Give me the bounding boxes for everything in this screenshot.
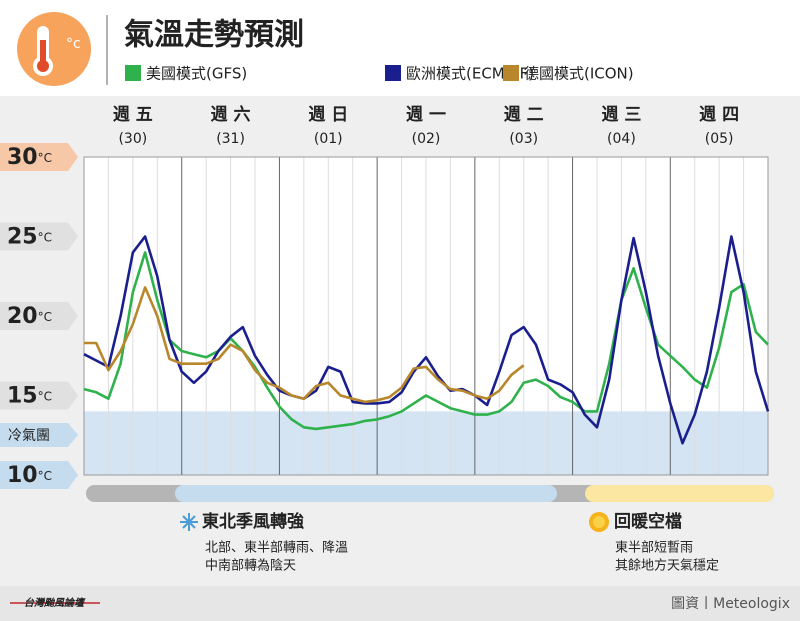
note-line: 東半部短暫雨 bbox=[615, 540, 693, 556]
legend-swatch bbox=[503, 65, 519, 81]
logo: 台灣颱風論壇 bbox=[24, 597, 86, 609]
tick-value: 10 bbox=[7, 463, 38, 488]
y-tick-tag bbox=[0, 381, 78, 410]
thermometer-icon: °c bbox=[17, 12, 91, 86]
date-label: (01) bbox=[314, 131, 343, 147]
note-line: 中南部轉為陰天 bbox=[205, 558, 296, 574]
note-title: 東北季風轉強 bbox=[202, 511, 304, 532]
y-tick-label: 30°C bbox=[7, 145, 52, 170]
y-tick-label: 25°C bbox=[7, 225, 52, 250]
day-label: 週 六 bbox=[211, 104, 251, 125]
day-label: 週 三 bbox=[601, 105, 641, 125]
tick-unit: °C bbox=[38, 469, 52, 483]
y-tick-tag bbox=[0, 461, 78, 489]
plot-border bbox=[83, 156, 769, 476]
y-tick-tag bbox=[0, 143, 78, 171]
legend-swatch bbox=[385, 65, 401, 81]
tick-value: 25 bbox=[7, 225, 38, 250]
date-label: (04) bbox=[607, 131, 636, 147]
legend-label: 歐洲模式(ECMWF) bbox=[406, 65, 534, 83]
legend-label: 德國模式(ICON) bbox=[524, 65, 634, 83]
sun-icon bbox=[589, 512, 609, 532]
chart-title: 氣溫走勢預測 bbox=[124, 18, 304, 53]
cold-air-label: 冷氣團 bbox=[8, 428, 50, 444]
note-line: 北部、東半部轉雨、降溫 bbox=[205, 540, 348, 556]
y-tick-label: 15°C bbox=[7, 384, 52, 409]
day-label: 週 日 bbox=[308, 105, 348, 125]
tick-value: 20 bbox=[7, 304, 38, 329]
tick-unit: °C bbox=[38, 310, 52, 324]
y-tick-tag bbox=[0, 302, 78, 330]
tick-value: 30 bbox=[7, 145, 38, 170]
note-line: 其餘地方天氣穩定 bbox=[615, 558, 719, 574]
tick-unit: °C bbox=[38, 151, 52, 165]
footer-bar bbox=[0, 586, 800, 621]
day-label: 週 四 bbox=[699, 105, 739, 125]
y-tick-tag bbox=[0, 222, 78, 251]
date-label: (05) bbox=[705, 131, 734, 147]
y-tick-label: 20°C bbox=[7, 304, 52, 329]
tick-value: 15 bbox=[7, 384, 38, 409]
legend: 美國模式(GFS) 歐洲模式(ECMWF)德國模式(ICON) bbox=[125, 65, 634, 83]
date-label: (03) bbox=[509, 131, 538, 147]
y-tick-label: 10°C bbox=[7, 463, 52, 488]
tick-unit: °C bbox=[38, 389, 52, 403]
series-line bbox=[83, 235, 770, 445]
timeline-cold bbox=[175, 485, 557, 502]
date-label: (02) bbox=[412, 131, 441, 147]
note-title: 回暖空檔 bbox=[614, 511, 682, 532]
cold-air-tag bbox=[0, 423, 78, 447]
tick-unit: °C bbox=[38, 230, 52, 244]
timeline-warm bbox=[585, 485, 774, 502]
day-label: 週 五 bbox=[113, 105, 153, 125]
legend-label: 美國模式(GFS) bbox=[146, 65, 247, 83]
credit: 圖資丨Meteologix bbox=[671, 596, 790, 612]
snow-icon bbox=[180, 513, 198, 531]
day-label: 週 二 bbox=[504, 105, 544, 125]
date-label: (31) bbox=[216, 131, 245, 147]
series-line bbox=[84, 286, 525, 404]
svg-text:°c: °c bbox=[66, 36, 81, 52]
day-label: 週 一 bbox=[406, 105, 446, 125]
legend-swatch bbox=[125, 65, 141, 81]
date-label: (30) bbox=[118, 131, 147, 147]
